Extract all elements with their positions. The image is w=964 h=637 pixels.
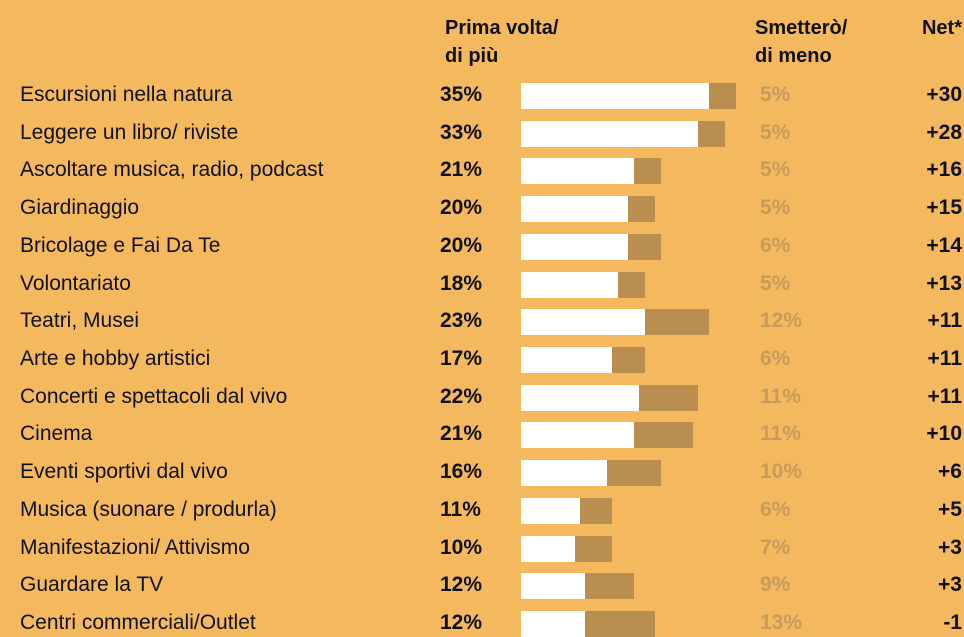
category-label: Teatri, Musei [20,309,140,333]
net-label: +11 [927,346,962,370]
bar [521,346,613,373]
value-label: 5% [760,120,791,144]
bar [521,196,629,223]
value-label: 11% [760,384,801,408]
value-label: 20% [440,233,483,257]
net-label: +6 [938,460,962,484]
net-label: +11 [927,384,962,408]
bar [521,460,607,487]
value-label: 18% [440,271,483,295]
value-label: 16% [440,460,483,484]
value-label: 12% [440,610,483,634]
category-label: Musica (suonare / produrla) [20,497,277,521]
bar [633,422,693,449]
bar [628,196,656,223]
bar [521,158,634,185]
category-label: Giardinaggio [20,196,140,220]
value-label: 21% [440,422,483,446]
category-label: Volontariato [20,271,131,295]
value-label: 22% [440,384,483,408]
net-label: +3 [938,573,962,597]
net-label: +3 [938,535,962,559]
value-label: 17% [440,346,483,370]
net-label: +16 [926,158,962,182]
value-label: 6% [760,233,791,257]
value-label: 35% [440,83,483,106]
category-label: Arte e hobby artistici [20,346,211,370]
bar [639,384,699,411]
bar [521,610,586,637]
value-label: 5% [760,83,791,106]
bar [612,346,645,373]
bar [521,535,575,562]
category-label: Bricolage e Fai Da Te [20,233,221,257]
bar [574,535,613,562]
value-label: 12% [440,573,483,597]
bar [521,83,709,109]
bar [521,309,645,336]
net-label: +14 [926,233,962,257]
net-label: -1 [943,610,962,634]
category-label: Eventi sportivi dal vivo [20,460,228,484]
value-label: 9% [760,573,791,597]
value-label: 23% [440,309,483,333]
series-header: Smetterò/ di meno [755,17,848,67]
net-label: +28 [926,120,962,144]
category-label: Guardare la TV [20,573,164,597]
net-label: +5 [938,497,962,521]
category-label: Escursioni nella natura [20,83,233,106]
value-label: 5% [760,271,791,295]
value-label: 5% [760,158,791,182]
value-label: 7% [760,535,791,559]
value-label: 6% [760,497,791,521]
series-header: Prima volta/ di più [445,17,559,67]
net-label: +11 [927,309,962,333]
category-label: Manifestazioni/ Attivismo [20,535,250,559]
value-label: 12% [760,309,803,333]
bar [633,158,661,185]
value-label: 11% [760,422,801,446]
bar [521,120,699,147]
bar [521,271,618,298]
net-label: +10 [926,422,962,446]
net-label: +30 [926,83,962,106]
bar [644,309,709,336]
bar [585,610,656,637]
bar [698,120,726,147]
bar [521,422,634,449]
net-label: +15 [926,196,962,220]
bar [617,271,645,298]
category-label: Concerti e spettacoli dal vivo [20,384,288,408]
category-label: Centri commerciali/Outlet [20,610,256,634]
category-label: Cinema [20,422,93,446]
value-label: 11% [440,497,481,521]
bar [521,384,640,411]
value-label: 10% [760,460,803,484]
value-label: 13% [760,610,803,634]
net-header: Net* [921,17,962,39]
bar [585,573,634,600]
bar [606,460,661,487]
value-label: 21% [440,158,483,182]
bar [580,497,613,524]
bar [628,233,661,260]
value-label: 6% [760,346,791,370]
net-label: +13 [926,271,962,295]
bar [521,233,629,260]
bar [521,497,581,524]
category-label: Ascoltare musica, radio, podcast [20,158,324,182]
value-label: 5% [760,196,791,220]
bar [708,83,736,109]
value-label: 10% [440,535,483,559]
value-label: 33% [440,120,483,144]
category-label: Leggere un libro/ riviste [20,120,239,144]
value-label: 20% [440,196,483,220]
bar [521,573,586,600]
